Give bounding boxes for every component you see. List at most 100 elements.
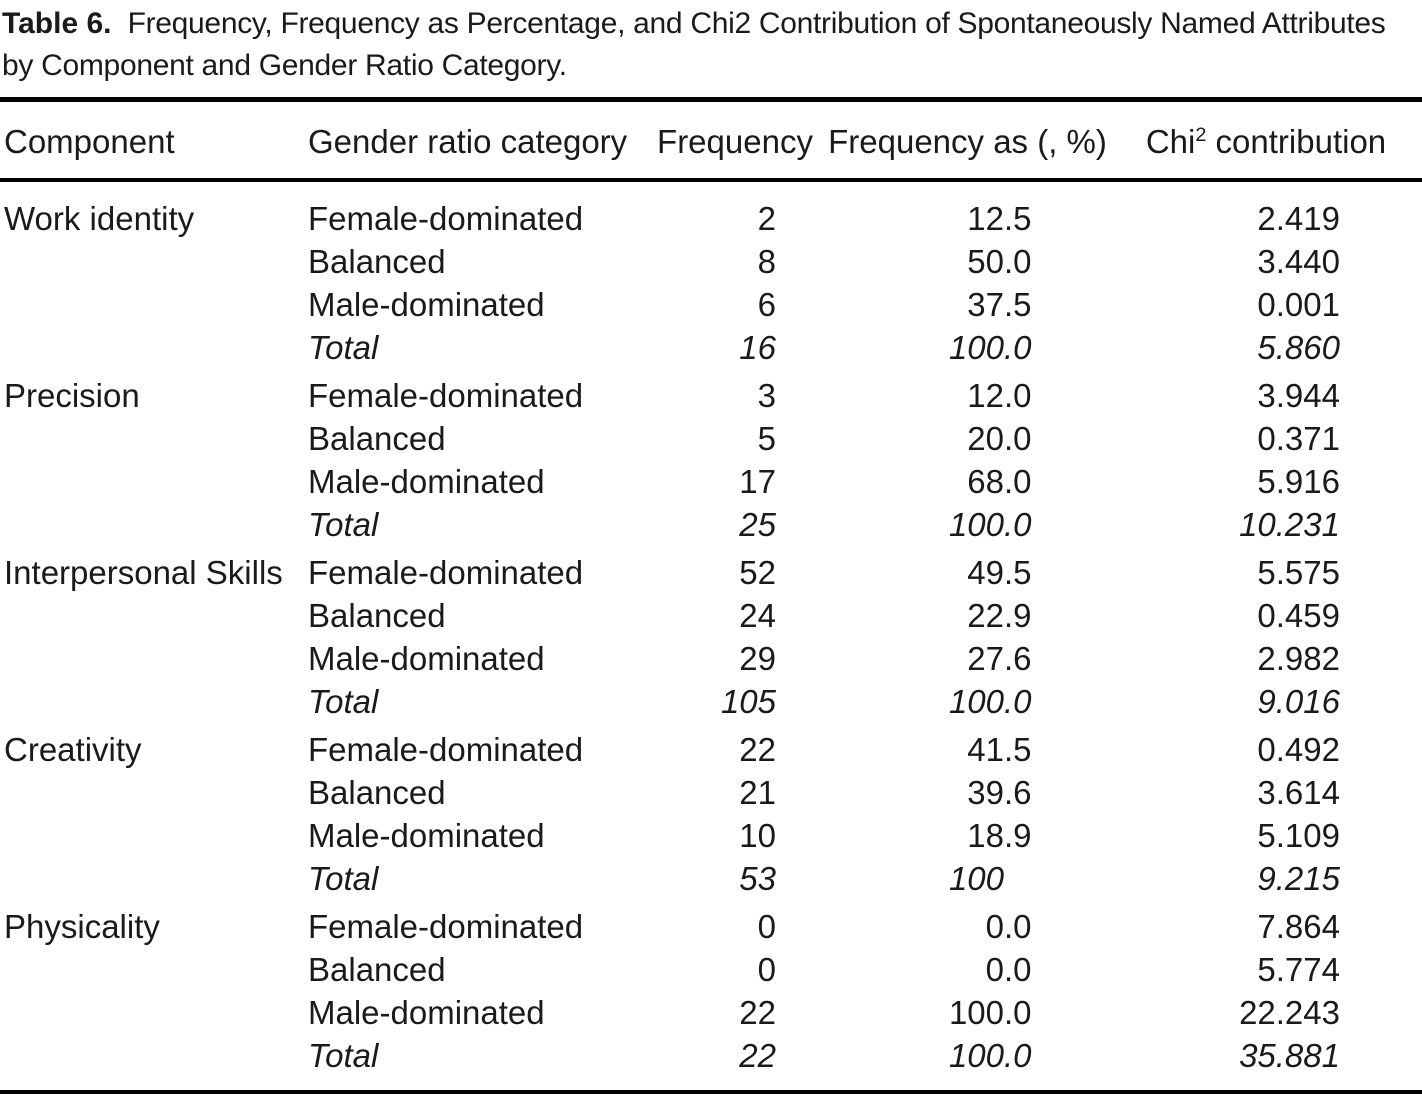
total-row: Total 16 100.0 5.860 [0,326,1422,369]
gender-ratio-category-cell: Female-dominated [308,199,584,237]
percent-decimal-part: .0 [1004,907,1032,945]
frequency-percent-cell: 20.0 [825,417,1110,460]
percent-integer-part: 39 [967,773,1004,811]
chi2-superscript: 2 [1195,124,1207,146]
percent-integer-part: 100 [948,993,1004,1031]
chi2-contribution-cell: 35.881 [1239,1036,1340,1074]
percent-decimal-part: .5 [1004,199,1032,237]
chi2-contribution-cell: 5.774 [1257,950,1340,988]
frequency-cell: 105 [720,682,776,720]
table-row: Precision Female-dominated 3 12.0 3.944 [0,369,1422,417]
table-row: Interpersonal Skills Female-dominated 52 49… [0,546,1422,594]
percent-decimal-part: .0 [1004,242,1032,280]
total-row: Total 53 100 9.215 [0,857,1422,900]
percent-decimal-part: .0 [1004,993,1032,1031]
component-cell [0,948,308,991]
frequency-cell: 2 [757,199,776,237]
frequency-percent-cell: 100.0 [825,680,1110,723]
frequency-cell: 29 [739,639,776,677]
frequency-percent-cell: 100.0 [825,991,1110,1034]
total-row: Total 105 100.0 9.016 [0,680,1422,723]
table-row: Male-dominated 6 37.5 0.001 [0,283,1422,326]
gender-ratio-category-cell: Female-dominated [308,907,584,945]
header-component: Component [4,123,175,160]
chi2-contribution-cell: 5.916 [1257,462,1340,500]
table-row: Balanced 24 22.9 0.459 [0,594,1422,637]
chi2-contribution-cell: 2.419 [1257,199,1340,237]
frequency-cell: 53 [739,859,776,897]
component-cell [0,417,308,460]
component-cell [0,771,308,814]
gender-ratio-category-cell: Total [308,1036,379,1074]
component-cell [0,857,308,900]
percent-integer-part: 100 [948,682,1004,720]
component-cell [0,1034,308,1092]
gender-ratio-category-cell: Balanced [308,950,446,988]
percent-decimal-part: .6 [1004,773,1032,811]
percent-decimal-part: .9 [1004,816,1032,854]
percent-integer-part: 100 [948,1036,1004,1074]
table-row: Male-dominated 29 27.6 2.982 [0,637,1422,680]
percent-integer-part: 0 [985,950,1004,988]
component-cell: Precision [4,376,140,414]
percent-decimal-part: .6 [1004,639,1032,677]
component-cell: Work identity [4,199,195,237]
component-cell [0,326,308,369]
percent-decimal-part: .0 [1004,462,1032,500]
component-cell [0,594,308,637]
percent-decimal-part: .0 [1004,1036,1032,1074]
chi2-pre: Chi [1145,123,1196,160]
chi2-contribution-cell: 0.459 [1257,596,1340,634]
gender-ratio-category-cell: Total [308,859,379,897]
percent-integer-part: 20 [967,419,1004,457]
percent-integer-part: 27 [967,639,1004,677]
frequency-percent-cell: 100 [825,857,1110,900]
percent-integer-part: 68 [967,462,1004,500]
frequency-percent-cell: 0.0 [825,948,1110,991]
percent-integer-part: 100 [948,328,1004,366]
frequency-cell: 0 [757,950,776,988]
percent-integer-part: 12 [967,376,1004,414]
frequency-cell: 25 [739,505,776,543]
frequency-percent-cell: 49.5 [825,546,1110,594]
percent-decimal-part: .9 [1004,596,1032,634]
frequency-cell: 0 [757,907,776,945]
gender-ratio-category-cell: Female-dominated [308,553,584,591]
total-row: Total 25 100.0 10.231 [0,503,1422,546]
table-row: Balanced 21 39.6 3.614 [0,771,1422,814]
frequency-percent-cell: 68.0 [825,460,1110,503]
percent-decimal-part: .5 [1004,285,1032,323]
header-frequency-percent: Frequency as (, %) [828,123,1107,160]
percent-integer-part: 37 [967,285,1004,323]
header-row: Component Gender ratio category Frequenc… [0,100,1422,181]
frequency-cell: 6 [757,285,776,323]
component-cell [0,283,308,326]
frequency-percent-cell: 100.0 [825,1034,1110,1092]
table-caption-text: Frequency, Frequency as Percentage, and … [2,7,1386,82]
component-cell [0,460,308,503]
gender-ratio-category-cell: Total [308,505,379,543]
percent-decimal-part: .5 [1004,553,1032,591]
component-cell: Creativity [4,730,142,768]
header-chi2-contribution: Chi2 contribution [1110,100,1422,181]
frequency-cell: 22 [739,993,776,1031]
frequency-cell: 5 [757,419,776,457]
gender-ratio-category-cell: Total [308,328,379,366]
frequency-cell: 21 [739,773,776,811]
data-table: Component Gender ratio category Frequenc… [0,97,1422,1094]
chi2-contribution-cell: 3.614 [1257,773,1340,811]
frequency-percent-cell: 12.5 [825,180,1110,240]
percent-integer-part: 41 [967,730,1004,768]
gender-ratio-category-cell: Balanced [308,596,446,634]
table-caption: Table 6. Frequency, Frequency as Percent… [0,0,1422,97]
frequency-percent-cell: 100.0 [825,326,1110,369]
frequency-cell: 10 [739,816,776,854]
gender-ratio-category-cell: Male-dominated [308,285,545,323]
table-row: Male-dominated 17 68.0 5.916 [0,460,1422,503]
percent-decimal-part: .0 [1004,419,1032,457]
chi2-post: contribution [1206,123,1387,160]
frequency-percent-cell: 22.9 [825,594,1110,637]
percent-integer-part: 18 [967,816,1004,854]
chi2-contribution-cell: 7.864 [1257,907,1340,945]
